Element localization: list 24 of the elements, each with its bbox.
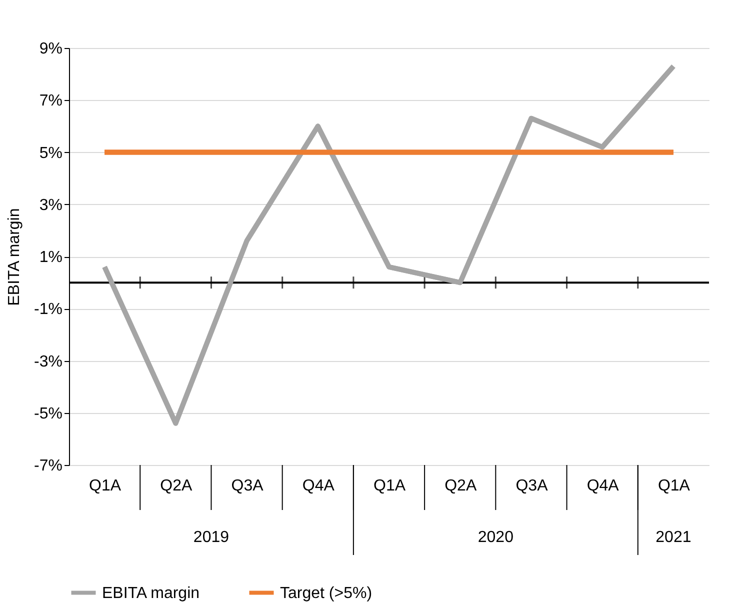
x-tick-label: Q1A [658,478,690,494]
x-tick-label: Q4A [586,478,620,494]
text: 2019 [193,529,230,546]
y-tick-label: 1% [39,249,62,266]
y-axis-title: EBITA margin [6,208,24,306]
text: 2021 [656,529,692,546]
y-tick-label: 9% [39,40,62,58]
y-tick-label: 7% [39,92,62,110]
y-tick-label: 3% [39,196,62,214]
legend-label: Target (>5%) [280,584,372,602]
x-tick-label: Q1A [89,478,122,494]
x-tick-label: Q4A [302,478,335,494]
y-tick-label: -5% [34,405,62,422]
x-tick-label: Q1A [373,478,406,494]
y-tick-label: -3% [34,353,62,370]
legend-label: EBITA margin [102,584,200,602]
x-tick-label: Q2A [160,478,193,494]
y-tick-label: 5% [39,144,62,162]
x-tick-label: Q2A [444,478,477,494]
y-tick-label: -7% [34,458,62,474]
y-tick-label: -1% [34,301,62,318]
text: 2020 [478,529,514,546]
x-tick-label: Q3A [516,478,548,494]
x-tick-label: Q3A [231,478,264,494]
